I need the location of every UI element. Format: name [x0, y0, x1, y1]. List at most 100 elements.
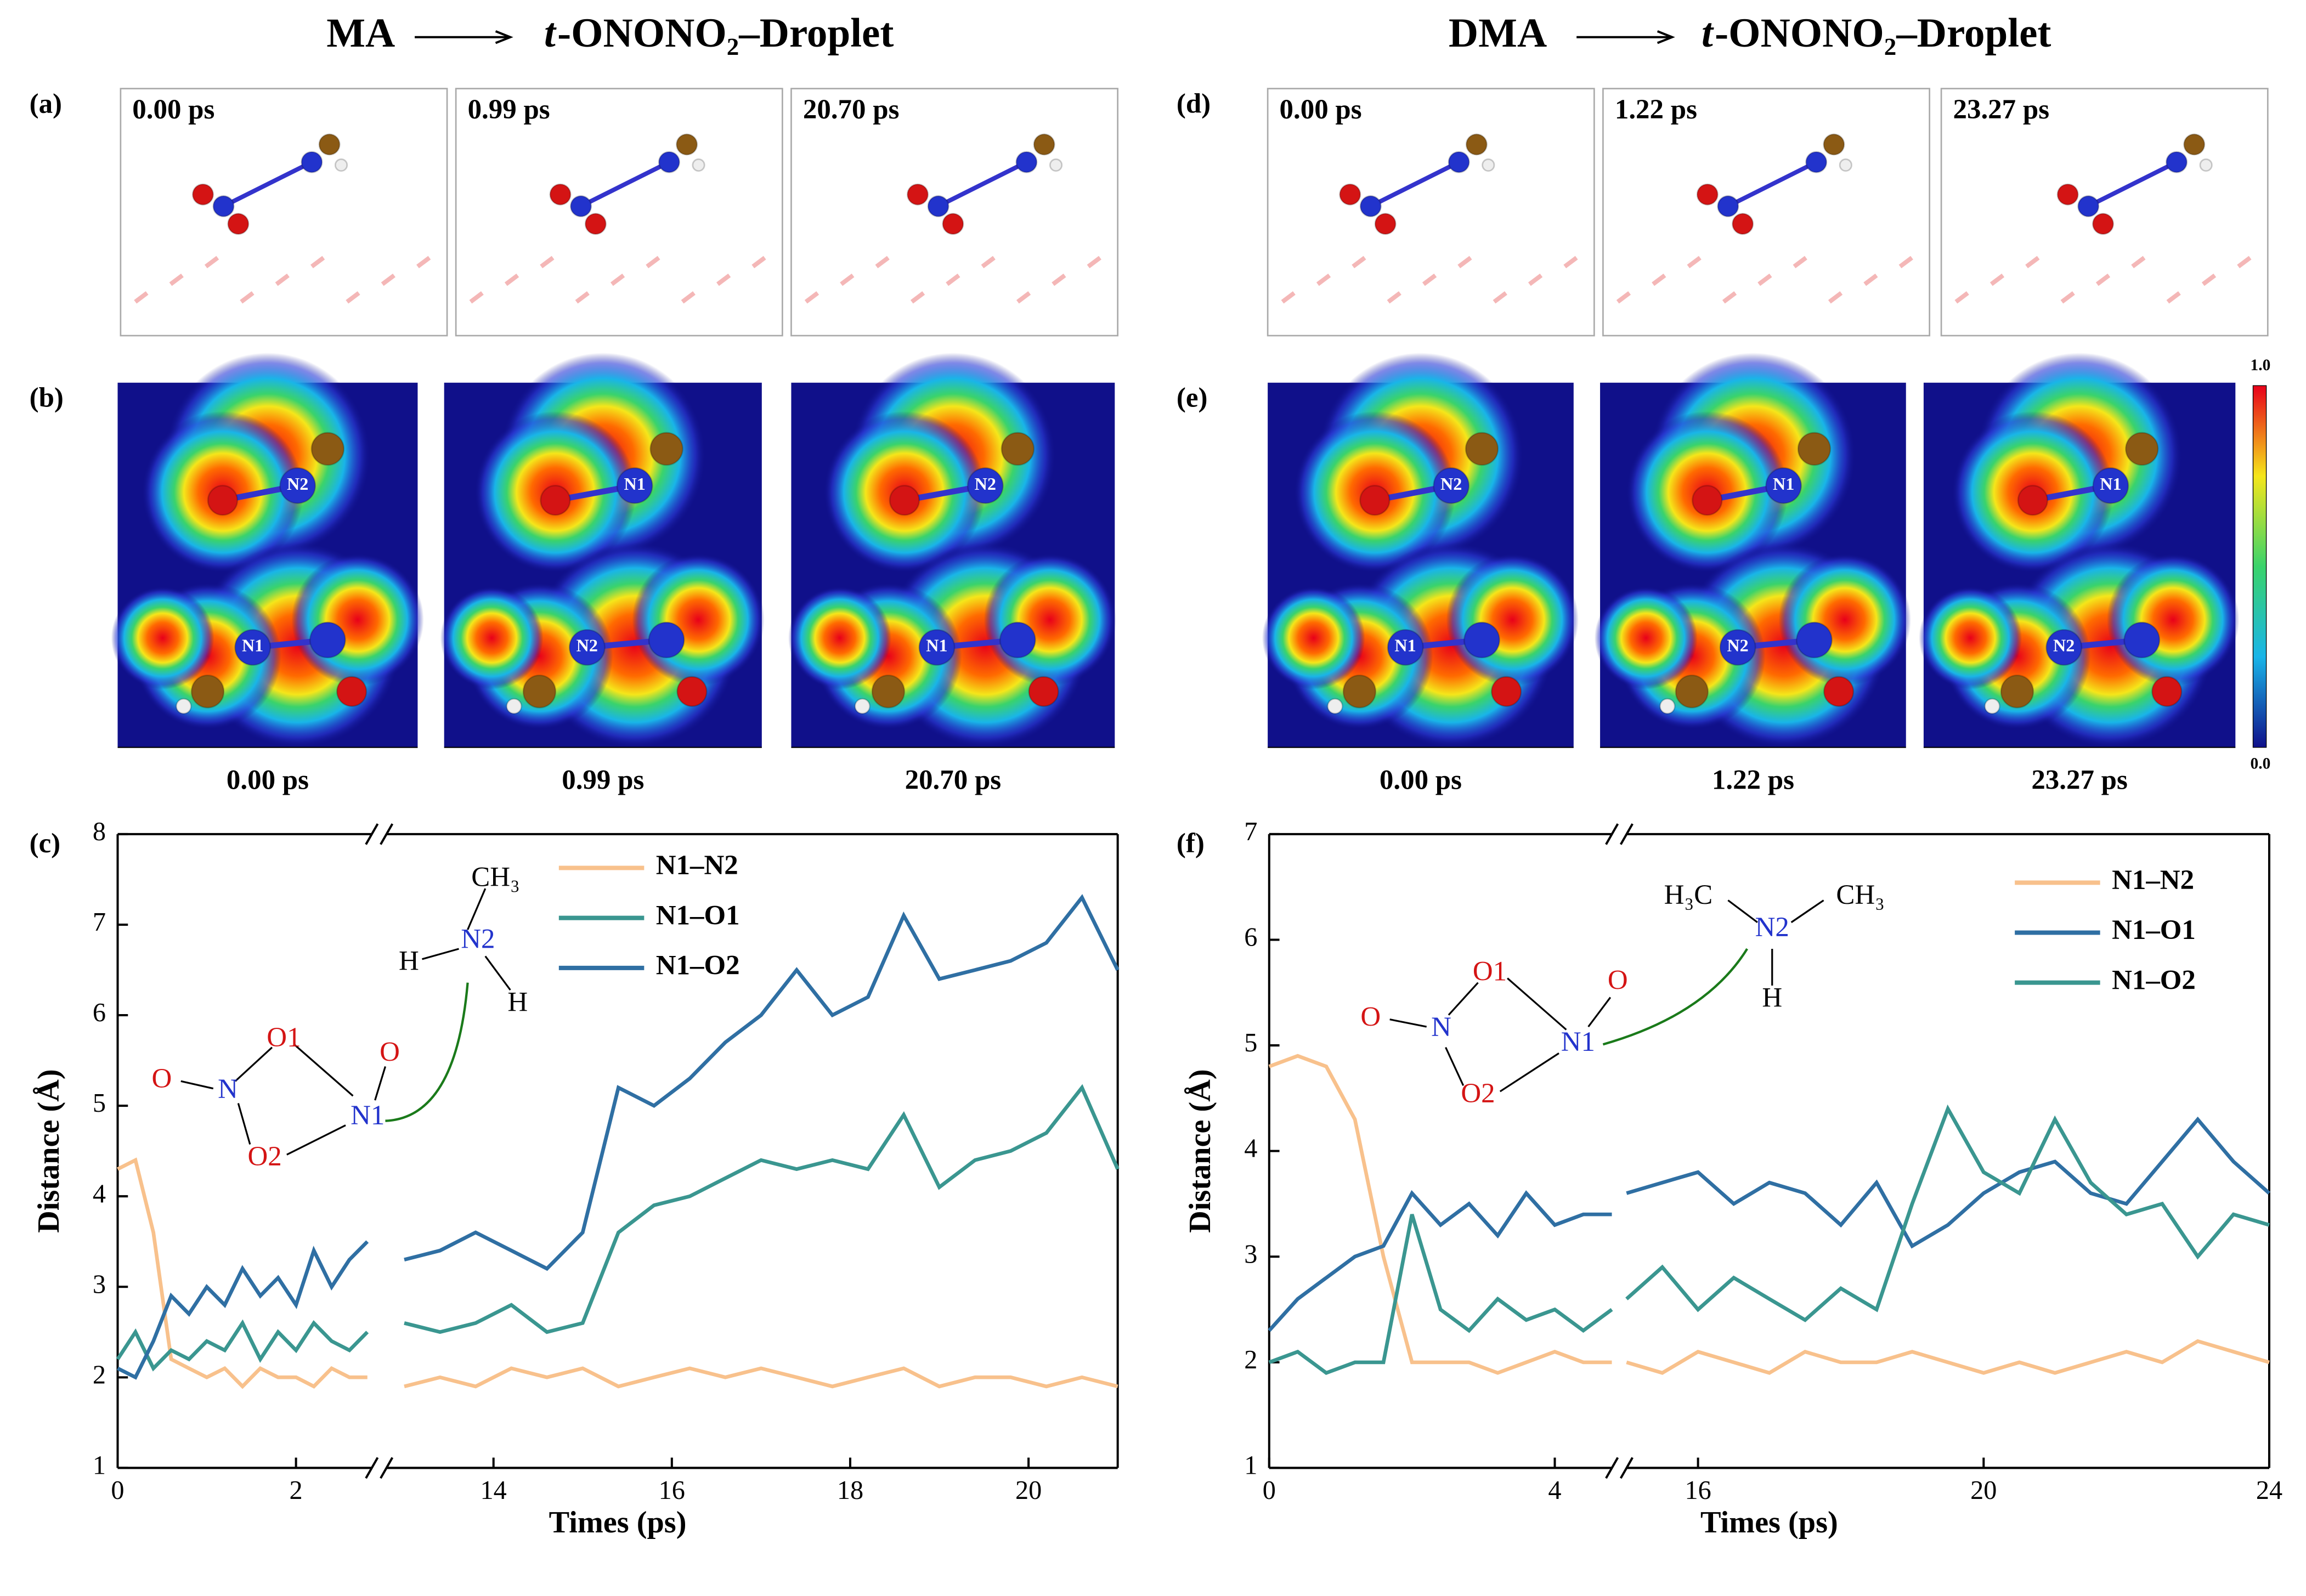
atom	[2165, 151, 2188, 173]
structure-label: N	[218, 1074, 238, 1105]
x-tick-label: 16	[1685, 1476, 1711, 1505]
atom-label: N2	[287, 474, 308, 494]
water	[381, 273, 395, 286]
density-blob	[1262, 586, 1365, 690]
axis-break	[1605, 1457, 1634, 1479]
density-map: N1 N2 23.27 ps	[1919, 353, 2240, 796]
atom	[999, 621, 1036, 659]
time-label: 0.00 ps	[1380, 765, 1462, 796]
snapshot: 20.70 ps	[790, 88, 1118, 337]
water	[575, 291, 590, 304]
atom	[2151, 676, 2183, 707]
bond	[222, 160, 313, 208]
time-label: 23.27 ps	[2031, 765, 2128, 796]
water	[504, 273, 519, 286]
water	[1722, 291, 1737, 304]
x-axis-label: Times (ps)	[1700, 1506, 1838, 1540]
atom	[1015, 151, 1038, 173]
water	[1863, 273, 1878, 286]
atom	[1049, 158, 1063, 172]
x-tick-label: 24	[2256, 1476, 2282, 1505]
atom	[334, 158, 348, 172]
water	[1281, 291, 1296, 304]
panel-label: (d)	[1177, 88, 1211, 119]
y-tick-label: 7	[93, 908, 106, 937]
y-axis-label: Distance (Å)	[1183, 1069, 1217, 1233]
density-blob	[984, 553, 1116, 686]
atom	[549, 183, 572, 206]
atom-label: N1	[1394, 636, 1416, 655]
atom	[1387, 629, 1424, 666]
structure-label: O2	[247, 1141, 281, 1172]
atom-label: N1	[2100, 474, 2121, 494]
atom	[1823, 133, 1845, 156]
title-from: MA	[326, 10, 395, 56]
atom-label: N1	[926, 636, 947, 655]
atom	[1465, 432, 1499, 466]
water	[1828, 291, 1843, 304]
arrow-head	[495, 30, 513, 44]
atom	[568, 629, 606, 666]
atom	[692, 158, 705, 172]
title-from: DMA	[1449, 10, 1547, 56]
density-blob	[2106, 553, 2240, 686]
time-label: 0.00 ps	[1280, 94, 1362, 125]
title-to: -ONONO₂–Droplet	[557, 10, 894, 56]
x-tick-label: 18	[837, 1476, 863, 1505]
line	[404, 894, 1120, 1271]
atom	[967, 467, 1004, 504]
line	[404, 1084, 1120, 1334]
atom	[1732, 213, 1754, 235]
atom	[227, 213, 250, 235]
reaction-arrow	[385, 982, 469, 1122]
atom-label: N2	[1727, 636, 1748, 655]
time-label: 0.00 ps	[132, 94, 214, 125]
time-label: 1.22 ps	[1615, 94, 1697, 125]
structure-label: O1	[1473, 956, 1507, 987]
atom	[1839, 158, 1852, 172]
water	[134, 291, 149, 304]
water	[1652, 273, 1666, 286]
panel-label: (a)	[30, 88, 62, 119]
water	[875, 256, 890, 269]
bond	[1370, 160, 1460, 208]
structure-label: N1	[351, 1100, 385, 1131]
atom	[1765, 467, 1802, 504]
legend-label: N1–O1	[2112, 915, 2196, 946]
axis-break	[1605, 823, 1634, 845]
legend-label: N1–O2	[656, 950, 740, 981]
y-tick-label: 4	[1244, 1134, 1257, 1163]
line	[1625, 1104, 2270, 1322]
x-tick-label: 2	[290, 1476, 303, 1505]
atom	[1823, 676, 1855, 707]
water	[275, 273, 290, 286]
structure-label: N	[1431, 1012, 1451, 1043]
y-tick-label: 3	[93, 1270, 106, 1299]
y-tick-label: 1	[1244, 1451, 1257, 1480]
water	[540, 256, 555, 269]
water	[1052, 273, 1066, 286]
water	[1087, 256, 1101, 269]
colorbar	[2252, 385, 2267, 748]
line	[1626, 1116, 2271, 1249]
water	[1954, 291, 1969, 304]
structure-label: H	[507, 987, 528, 1018]
atom	[1490, 676, 1522, 707]
axis-break	[365, 823, 394, 845]
x-tick-label: 20	[1970, 1476, 1997, 1505]
water	[646, 256, 660, 269]
density-blob	[291, 553, 424, 686]
colorbar-label: 0.0	[2250, 755, 2270, 773]
line	[404, 1366, 1118, 1389]
structure-bonds	[1389, 899, 1824, 1093]
atom	[540, 485, 571, 516]
x-axis-label: Times (ps)	[549, 1506, 687, 1540]
water	[204, 256, 219, 269]
legend-label: N1–O2	[2112, 965, 2196, 995]
structure-label: H₃C	[1664, 880, 1713, 910]
water	[1387, 291, 1401, 304]
density-map: N2 N1 20.70 ps	[788, 353, 1116, 796]
title-right: DMA t -ONONO₂–Droplet	[1449, 10, 2051, 56]
snapshot-frame	[790, 88, 1118, 337]
